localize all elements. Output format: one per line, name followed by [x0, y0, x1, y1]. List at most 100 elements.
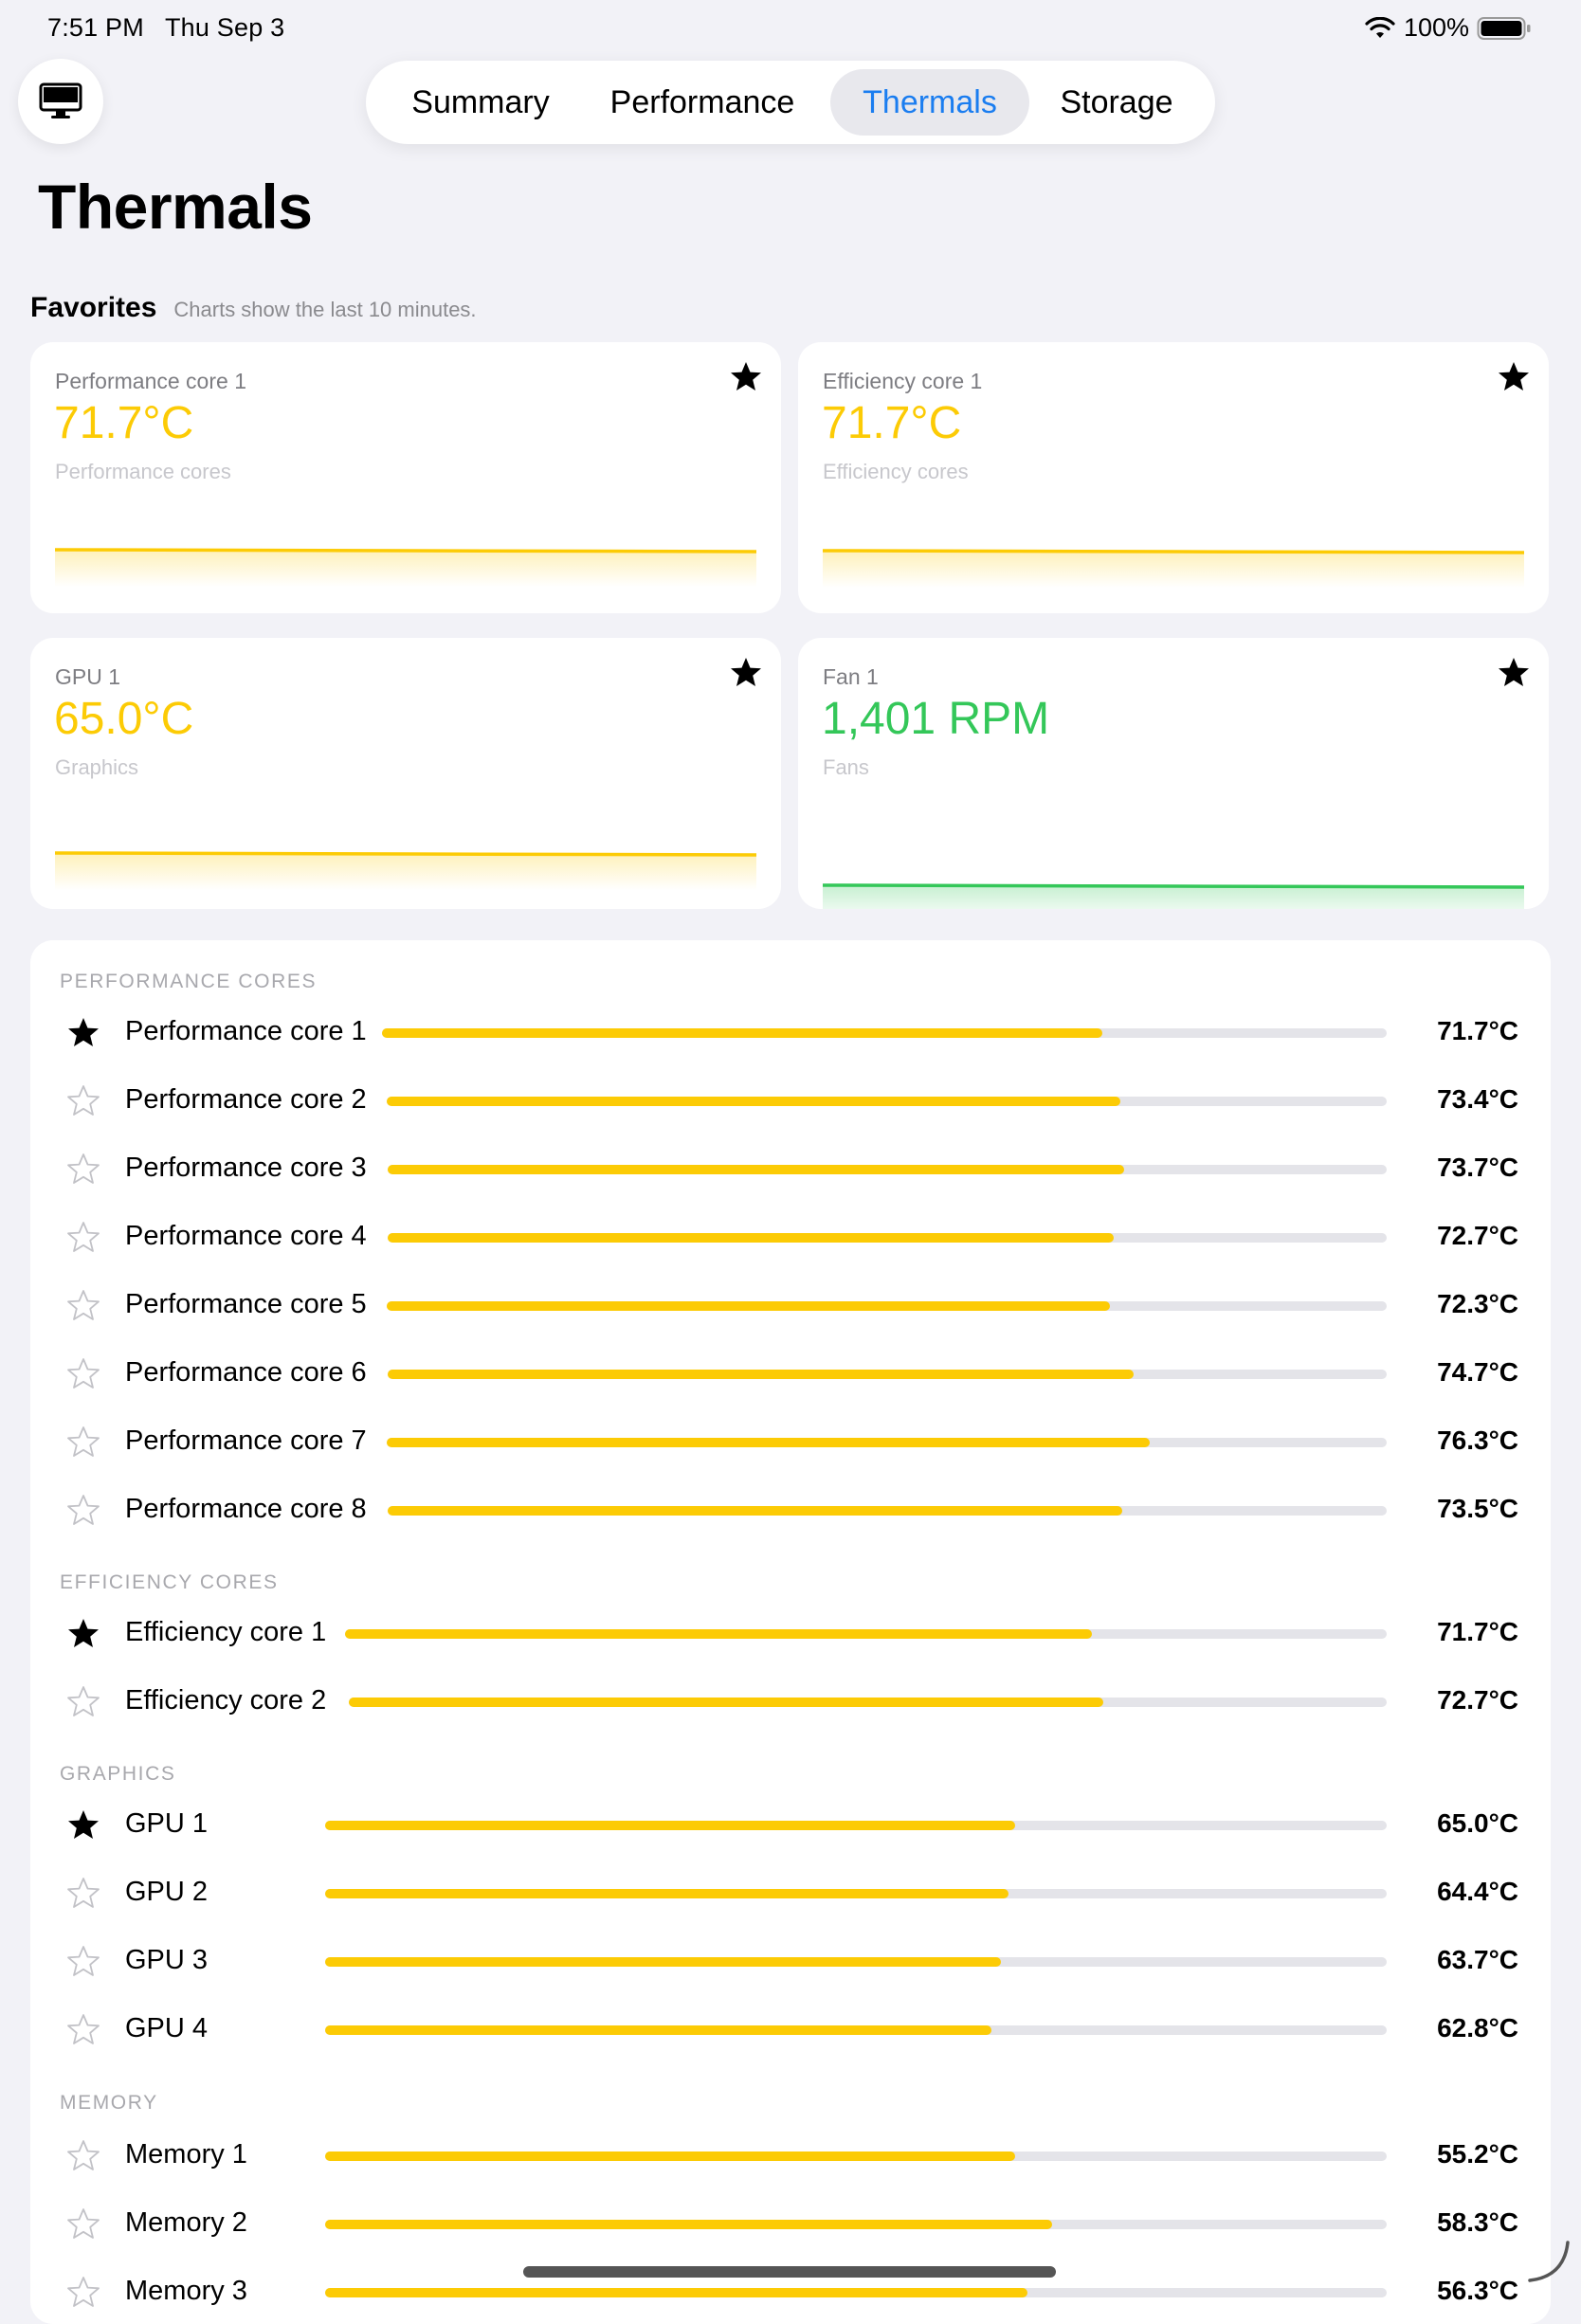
sensor-label: GPU 3: [125, 1945, 209, 1975]
star-filled-icon[interactable]: [1496, 655, 1532, 691]
temperature-bar: [325, 2025, 1387, 2035]
sensor-row[interactable]: Memory 1 55.2°C: [0, 2128, 1581, 2185]
temperature-bar: [325, 1889, 1387, 1898]
temperature-bar: [388, 1233, 1387, 1243]
resize-handle-icon[interactable]: [1526, 2239, 1572, 2284]
sensor-label: Performance core 3: [125, 1153, 367, 1183]
sensor-row[interactable]: Performance core 3 73.7°C: [0, 1141, 1581, 1198]
star-outline-icon[interactable]: [65, 1493, 101, 1529]
star-filled-icon[interactable]: [728, 655, 764, 691]
temperature-bar-fill: [325, 2152, 1015, 2161]
temperature-bar: [387, 1301, 1387, 1311]
sensor-row[interactable]: Performance core 4 72.7°C: [0, 1209, 1581, 1266]
tab-storage[interactable]: Storage: [1060, 83, 1173, 120]
favorite-card[interactable]: Fan 1 1,401 RPM Fans: [798, 638, 1549, 909]
temperature-bar: [325, 1821, 1387, 1830]
sensor-label: Performance core 6: [125, 1357, 367, 1388]
sensor-row[interactable]: Performance core 8 73.5°C: [0, 1482, 1581, 1539]
sensor-value: 56.3°C: [1437, 2276, 1518, 2305]
temperature-bar-fill: [325, 2288, 1028, 2297]
sensor-value: 64.4°C: [1437, 1877, 1518, 1906]
temperature-bar: [382, 1028, 1387, 1038]
favorite-card[interactable]: Performance core 1 71.7°C Performance core…: [30, 342, 781, 613]
star-filled-icon[interactable]: [1496, 359, 1532, 395]
temperature-bar-fill: [349, 1698, 1104, 1707]
sensor-row[interactable]: Performance core 1 71.7°C: [0, 1005, 1581, 1062]
sensor-row[interactable]: Performance core 5 72.3°C: [0, 1278, 1581, 1334]
star-outline-icon[interactable]: [65, 1944, 101, 1980]
status-right: 100%: [1364, 13, 1532, 43]
sensor-row[interactable]: GPU 2 64.4°C: [0, 1865, 1581, 1922]
star-outline-icon[interactable]: [65, 1425, 101, 1461]
sensor-label: Performance core 1: [125, 1016, 367, 1046]
sensor-row[interactable]: GPU 3 63.7°C: [0, 1934, 1581, 1990]
star-outline-icon[interactable]: [65, 1083, 101, 1119]
favorite-card-label: Fan 1: [823, 664, 879, 689]
star-outline-icon[interactable]: [65, 1152, 101, 1188]
sensor-row[interactable]: Performance core 2 73.4°C: [0, 1073, 1581, 1130]
temperature-bar: [349, 1698, 1387, 1707]
star-outline-icon[interactable]: [65, 2138, 101, 2174]
star-outline-icon[interactable]: [65, 1876, 101, 1912]
temperature-bar: [388, 1370, 1387, 1379]
sensor-label: Performance core 8: [125, 1494, 367, 1524]
temperature-bar: [388, 1506, 1387, 1516]
temperature-bar: [387, 1097, 1387, 1106]
sparkline-chart: [822, 883, 1525, 909]
favorites-heading: Favorites Charts show the last 10 minute…: [30, 292, 477, 324]
star-filled-icon[interactable]: [65, 1616, 101, 1652]
sparkline-area: [823, 885, 1524, 909]
star-outline-icon[interactable]: [65, 2206, 101, 2242]
tab-thermals[interactable]: Thermals: [830, 69, 1029, 136]
favorite-card-label: Efficiency core 1: [823, 369, 983, 393]
temperature-bar: [388, 1165, 1387, 1174]
sensor-label: Memory 3: [125, 2276, 247, 2306]
sparkline-line: [822, 549, 1525, 554]
sensor-row[interactable]: Memory 2 58.3°C: [0, 2196, 1581, 2253]
sensor-label: Performance core 7: [125, 1425, 367, 1456]
star-outline-icon[interactable]: [65, 1288, 101, 1324]
sensor-row[interactable]: GPU 4 62.8°C: [0, 2002, 1581, 2059]
temperature-bar-fill: [387, 1301, 1110, 1311]
tab-summary[interactable]: Summary: [411, 83, 550, 120]
temperature-bar: [325, 2288, 1387, 2297]
temperature-bar-fill: [325, 1957, 1002, 1967]
star-filled-icon[interactable]: [65, 1015, 101, 1051]
display-button[interactable]: [18, 59, 103, 144]
section-header: PERFORMANCE CORES: [60, 971, 318, 992]
status-bar: 7:51 PM Thu Sep 3 100%: [0, 0, 1581, 59]
temperature-bar: [325, 1957, 1387, 1967]
sensor-label: Memory 2: [125, 2207, 247, 2238]
star-outline-icon[interactable]: [65, 2012, 101, 2048]
sensor-row[interactable]: Performance core 7 76.3°C: [0, 1414, 1581, 1471]
tab-bar: Summary Performance Thermals Storage: [366, 61, 1215, 144]
star-outline-icon[interactable]: [65, 1356, 101, 1392]
sensor-value: 73.7°C: [1437, 1153, 1518, 1182]
sensor-value: 72.3°C: [1437, 1289, 1518, 1318]
sparkline-area: [823, 551, 1524, 588]
sensor-row[interactable]: Efficiency core 2 72.7°C: [0, 1674, 1581, 1731]
star-filled-icon[interactable]: [728, 359, 764, 395]
star-outline-icon[interactable]: [65, 1220, 101, 1256]
temperature-bar-fill: [325, 1889, 1009, 1898]
star-outline-icon[interactable]: [65, 2275, 101, 2311]
sensor-value: 74.7°C: [1437, 1357, 1518, 1387]
favorite-card-category: Fans: [823, 755, 869, 779]
star-outline-icon[interactable]: [65, 1684, 101, 1720]
temperature-bar-fill: [345, 1629, 1092, 1639]
star-filled-icon[interactable]: [65, 1807, 101, 1843]
sensor-row[interactable]: Efficiency core 1 71.7°C: [0, 1606, 1581, 1662]
sensor-row[interactable]: GPU 1 65.0°C: [0, 1797, 1581, 1854]
favorite-card[interactable]: Efficiency core 1 71.7°C Efficiency cores: [798, 342, 1549, 613]
favorite-card[interactable]: GPU 1 65.0°C Graphics: [30, 638, 781, 909]
sensor-row[interactable]: Performance core 6 74.7°C: [0, 1346, 1581, 1403]
sensor-label: Memory 1: [125, 2139, 247, 2170]
temperature-bar: [345, 1629, 1387, 1639]
tab-performance[interactable]: Performance: [609, 83, 795, 120]
temperature-bar-fill: [387, 1097, 1121, 1106]
sparkline-area: [55, 550, 756, 587]
status-left: 7:51 PM Thu Sep 3: [47, 13, 284, 43]
sparkline-chart: [822, 549, 1525, 588]
sensor-value: 72.7°C: [1437, 1685, 1518, 1715]
status-date: Thu Sep 3: [164, 13, 285, 42]
